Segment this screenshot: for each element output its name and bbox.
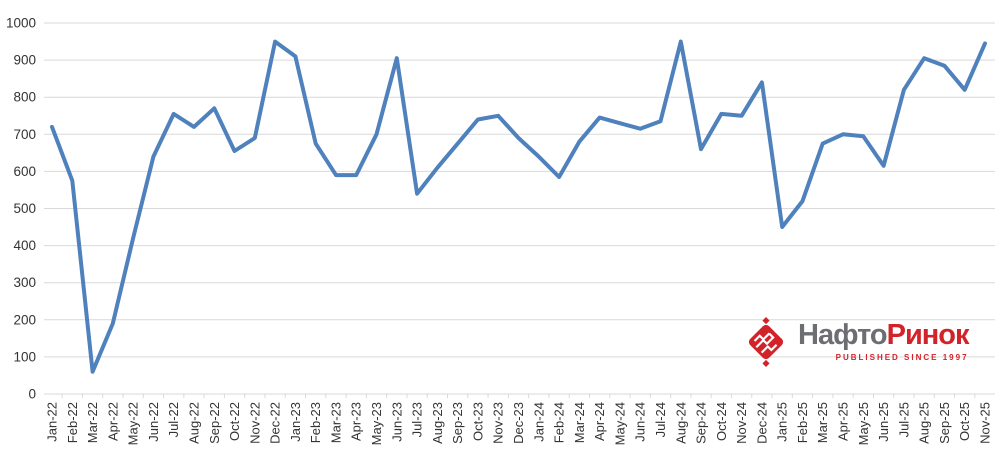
x-axis-tick-label: Feb-23 [308, 402, 323, 443]
x-axis-tick-label: Jul-24 [653, 402, 668, 437]
x-axis-tick-label: Oct-24 [714, 402, 729, 441]
y-axis-tick-label: 700 [13, 127, 36, 142]
x-axis-tick-label: Mar-24 [572, 402, 587, 443]
logo-text: НафтоРинок PUBLISHED SINCE 1997 [798, 317, 970, 363]
x-axis-tick-label: Sep-25 [937, 402, 952, 444]
x-axis-tick-label: Feb-24 [552, 402, 567, 443]
y-axis-tick-label: 100 [13, 349, 36, 364]
naftorynok-diamond-emblem-icon [748, 317, 784, 367]
x-axis-tick-label: Sep-23 [450, 402, 465, 444]
x-axis-tick-label: Nov-24 [734, 402, 749, 444]
x-axis-tick-label: Mar-22 [85, 402, 100, 443]
x-axis-tick-label: Jul-23 [410, 402, 425, 437]
brand-name-red: Ринок [886, 319, 970, 351]
x-axis-tick-label: May-24 [612, 402, 627, 445]
x-axis-tick-label: Jan-25 [775, 402, 790, 442]
x-axis-tick-label: Aug-25 [917, 402, 932, 444]
naftorynok-logo: НафтоРинок PUBLISHED SINCE 1997 [744, 317, 970, 367]
y-axis-tick-label: 600 [13, 164, 36, 179]
x-axis-tick-label: Jan-24 [531, 402, 546, 442]
x-axis-tick-label: Mar-25 [815, 402, 830, 443]
data-line-series [50, 39, 987, 374]
x-axis-tick-label: Aug-22 [186, 402, 201, 444]
y-axis-tick-label: 300 [13, 275, 36, 290]
x-axis-tick-label: Dec-22 [268, 402, 283, 444]
x-axis-tick-label: Apr-24 [592, 402, 607, 441]
x-axis-tick-label: Jun-22 [146, 402, 161, 442]
y-axis-tick-label: 200 [13, 312, 36, 327]
x-axis-tick-label: Jun-25 [876, 402, 891, 442]
x-axis-tick-label: Dec-24 [754, 402, 769, 444]
x-axis-tick-label: Feb-25 [795, 402, 810, 443]
x-axis-tick-label: Jun-23 [389, 402, 404, 442]
x-axis-tick-label: Jun-24 [633, 402, 648, 442]
x-axis-tick-label: Aug-24 [673, 402, 688, 444]
x-axis-tick-label: Sep-24 [694, 402, 709, 444]
brand-name-gray: Нафто [798, 319, 888, 351]
x-axis-tick-label: Jul-22 [166, 402, 181, 437]
x-axis-tick-label: Oct-23 [470, 402, 485, 441]
x-axis-tick-label: Sep-22 [207, 402, 222, 444]
x-axis-tick-label: Jul-25 [896, 402, 911, 437]
x-axis-tick-label: Nov-22 [247, 402, 262, 444]
x-axis-tick-label: Oct-25 [957, 402, 972, 441]
x-axis-tick-label: Aug-23 [430, 402, 445, 444]
y-axis-tick-label: 0 [28, 387, 36, 402]
x-axis-tick-label: Jan-23 [288, 402, 303, 442]
y-axis-tick-label: 400 [13, 238, 36, 253]
brand-name: НафтоРинок [798, 319, 970, 351]
y-axis-tick-label: 1000 [6, 16, 36, 31]
x-axis-tick-label: Mar-23 [328, 402, 343, 443]
x-axis-tick-label: Apr-22 [105, 402, 120, 441]
x-axis-tick-label: May-25 [856, 402, 871, 445]
x-axis-tick-label: Dec-23 [511, 402, 526, 444]
x-axis-tick-label: Apr-25 [836, 402, 851, 441]
x-axis-tick-label: Nov-25 [978, 402, 993, 444]
y-axis-tick-label: 500 [13, 201, 36, 216]
x-axis-tick-label: Apr-23 [349, 402, 364, 441]
y-axis-tick-label: 800 [13, 90, 36, 105]
x-axis-tick-label: Jan-22 [45, 402, 60, 442]
y-axis-tick-label: 900 [13, 53, 36, 68]
x-axis-tick-label: Nov-23 [491, 402, 506, 444]
logo-tagline: PUBLISHED SINCE 1997 [835, 353, 969, 362]
x-axis-tick-label: May-23 [369, 402, 384, 445]
x-axis-tick-label: Feb-22 [65, 402, 80, 443]
x-axis-tick-label: Oct-22 [227, 402, 242, 441]
x-axis-tick-label: May-22 [126, 402, 141, 445]
